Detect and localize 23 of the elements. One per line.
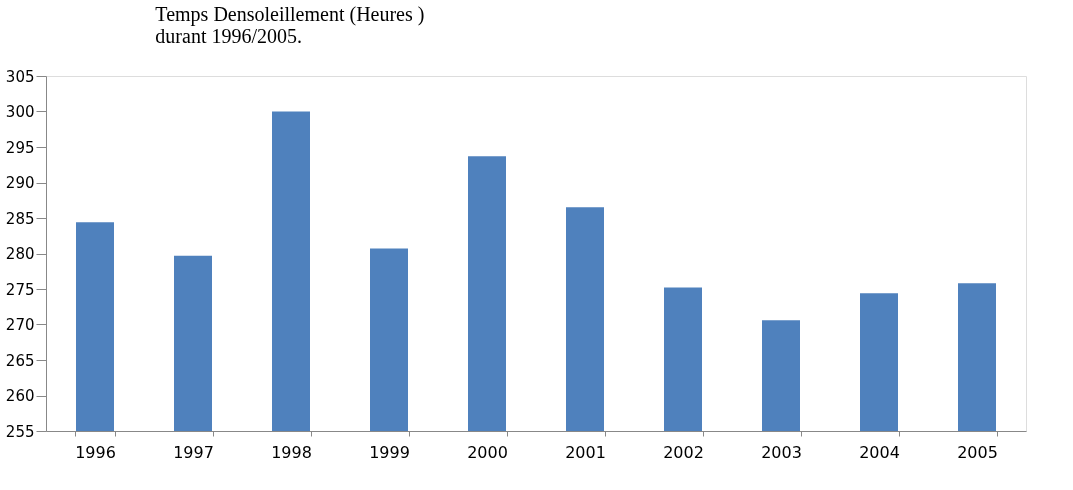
x-tick-label: 1998	[271, 442, 312, 462]
x-tick-label: 2001	[565, 442, 606, 462]
text: Temps Densoleillement (Heures )	[155, 3, 425, 25]
y-tick-label: 300	[5, 103, 35, 121]
y-tick-label: 290	[5, 174, 35, 192]
x-tick-label: 1996	[75, 442, 116, 462]
x-tick-label: 1999	[369, 442, 410, 462]
y-tick-label: 305	[5, 67, 35, 86]
x-tick-label: 2002	[663, 442, 704, 462]
y-tick-label: 285	[5, 209, 35, 228]
y-tick-label: 260	[5, 387, 35, 405]
x-tick-label: 2000	[467, 442, 508, 462]
x-tick-label: 2003	[761, 442, 802, 462]
y-tick-label: 275	[5, 280, 35, 299]
y-tick-label: 255	[5, 422, 35, 441]
y-tick-label: 270	[5, 316, 35, 334]
y-tick-label: 295	[5, 138, 35, 157]
y-tick-label: 280	[5, 245, 35, 263]
x-tick-label: 2004	[859, 442, 900, 462]
x-tick-label: 2005	[957, 442, 998, 462]
y-tick-label: 265	[5, 351, 35, 370]
text: durant 1996/2005.	[155, 25, 303, 47]
x-tick-label: 1997	[173, 442, 214, 462]
